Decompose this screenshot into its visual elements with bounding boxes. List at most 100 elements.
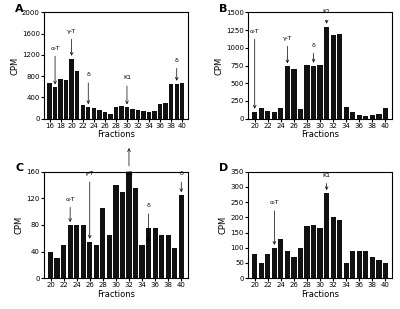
Text: C: C [15, 163, 23, 173]
Bar [114, 107, 118, 119]
Text: K1: K1 [125, 149, 133, 176]
Bar [94, 245, 99, 278]
Bar [136, 110, 140, 119]
Bar [103, 112, 107, 119]
Bar [172, 248, 177, 278]
Bar [272, 248, 277, 278]
Bar [100, 208, 106, 278]
Bar [265, 111, 270, 119]
Bar [126, 145, 132, 278]
Y-axis label: CPM: CPM [14, 216, 24, 234]
Bar [363, 251, 368, 278]
Bar [376, 260, 382, 278]
Text: δ: δ [175, 58, 179, 80]
Bar [97, 110, 102, 119]
Bar [140, 245, 145, 278]
Bar [108, 114, 112, 119]
Text: K1: K1 [323, 173, 331, 189]
Bar [376, 114, 382, 119]
Text: γ-T: γ-T [283, 36, 292, 63]
Bar [119, 106, 124, 119]
Bar [64, 80, 68, 119]
Y-axis label: CPM: CPM [10, 56, 19, 75]
Bar [146, 228, 151, 278]
Bar [370, 115, 375, 119]
Bar [318, 65, 323, 119]
Bar [259, 263, 264, 278]
Bar [164, 103, 168, 119]
Bar [158, 104, 162, 119]
Bar [350, 251, 355, 278]
Text: A: A [15, 4, 24, 14]
Bar [107, 235, 112, 278]
Bar [80, 105, 85, 119]
Text: γ-T: γ-T [67, 29, 76, 55]
Bar [383, 108, 388, 119]
Bar [130, 109, 135, 119]
Bar [87, 242, 92, 278]
Bar [350, 112, 355, 119]
X-axis label: Fractions: Fractions [97, 290, 135, 299]
Text: δ: δ [312, 43, 316, 62]
X-axis label: Fractions: Fractions [97, 130, 135, 139]
Bar [311, 66, 316, 119]
Bar [265, 254, 270, 278]
Bar [291, 69, 296, 119]
Bar [174, 83, 179, 119]
Bar [252, 254, 257, 278]
Text: δ: δ [147, 203, 150, 241]
Bar [147, 112, 151, 119]
Text: δ: δ [179, 171, 183, 192]
Bar [125, 107, 129, 119]
Bar [291, 257, 296, 278]
Text: α-T: α-T [270, 200, 279, 244]
Text: B: B [220, 4, 228, 14]
Bar [259, 108, 264, 119]
Bar [298, 109, 303, 119]
Text: K1: K1 [323, 10, 331, 23]
Text: γ-T: γ-T [85, 171, 94, 238]
Bar [298, 248, 303, 278]
Bar [357, 115, 362, 119]
Bar [54, 258, 60, 278]
Bar [344, 107, 349, 119]
Bar [74, 225, 79, 278]
Bar [272, 112, 277, 119]
Bar [53, 87, 57, 119]
Bar [383, 263, 388, 278]
Bar [169, 83, 174, 119]
Bar [324, 193, 329, 278]
Bar [363, 116, 368, 119]
Y-axis label: CPM: CPM [219, 216, 228, 234]
Bar [81, 225, 86, 278]
Bar [318, 228, 323, 278]
Bar [141, 112, 146, 119]
Y-axis label: CPM: CPM [214, 56, 223, 75]
Bar [70, 59, 74, 119]
Bar [133, 188, 138, 278]
Bar [357, 251, 362, 278]
Bar [113, 185, 118, 278]
Text: α-T: α-T [65, 197, 75, 221]
Bar [285, 66, 290, 119]
Bar [278, 108, 284, 119]
Text: D: D [220, 163, 229, 173]
Bar [159, 235, 164, 278]
Bar [330, 35, 336, 119]
Bar [86, 107, 90, 119]
Text: α-T: α-T [50, 46, 60, 84]
Bar [75, 71, 79, 119]
Bar [252, 112, 257, 119]
Bar [58, 79, 63, 119]
Bar [47, 83, 52, 119]
Bar [180, 83, 184, 119]
Bar [370, 257, 375, 278]
Text: δ: δ [86, 72, 90, 104]
Bar [337, 220, 342, 278]
X-axis label: Fractions: Fractions [301, 130, 339, 139]
Bar [285, 251, 290, 278]
Bar [68, 225, 73, 278]
Bar [120, 192, 125, 278]
Text: K1: K1 [123, 75, 131, 104]
Bar [304, 65, 310, 119]
